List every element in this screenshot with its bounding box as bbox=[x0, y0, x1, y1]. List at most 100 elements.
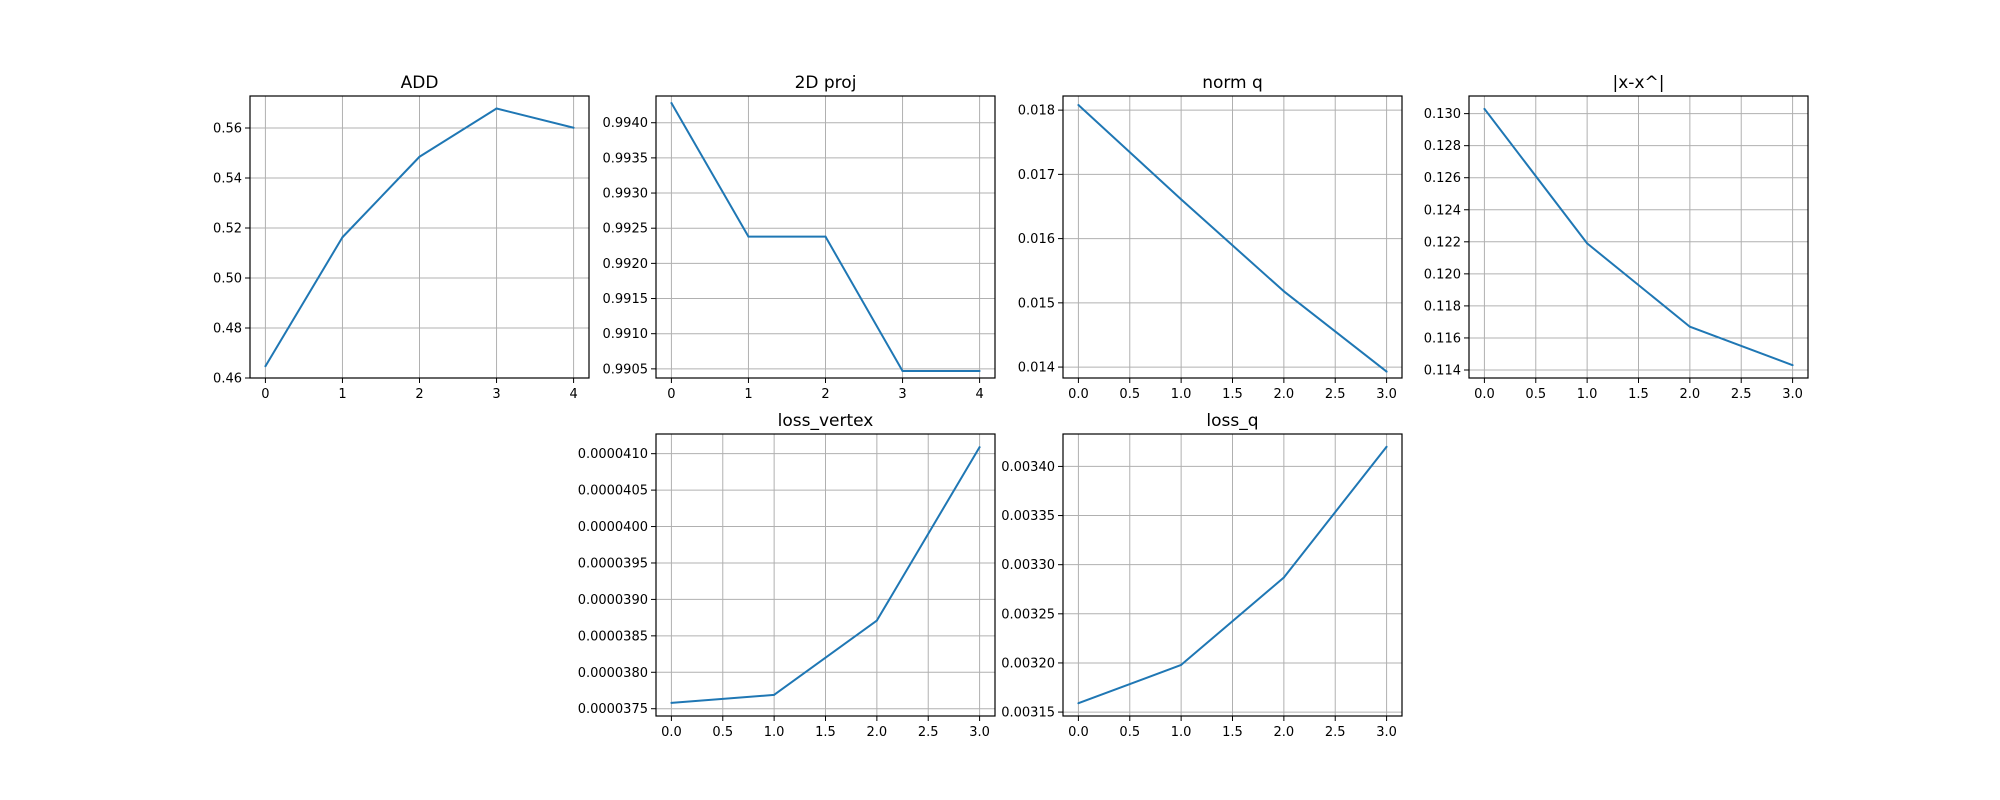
y-tick-label: 0.00340 bbox=[1001, 460, 1055, 475]
x-tick-label: 0.0 bbox=[1068, 387, 1089, 402]
x-tick-label: 2.0 bbox=[1680, 387, 1701, 402]
y-tick-label: 0.122 bbox=[1424, 235, 1461, 250]
x-tick-label: 3.0 bbox=[1376, 387, 1397, 402]
data-point bbox=[264, 365, 267, 368]
x-tick-label: 1.5 bbox=[1222, 387, 1243, 402]
x-tick-label: 1.0 bbox=[1577, 387, 1598, 402]
x-tick-label: 1.0 bbox=[1171, 387, 1192, 402]
x-tick-label: 2 bbox=[821, 387, 829, 402]
y-tick-label: 0.0000410 bbox=[578, 447, 648, 462]
y-tick-label: 0.130 bbox=[1424, 107, 1461, 122]
x-tick-label: 3 bbox=[492, 387, 500, 402]
y-tick-label: 0.9930 bbox=[603, 187, 649, 202]
x-tick-label: 2.0 bbox=[1274, 725, 1295, 740]
data-point bbox=[1282, 576, 1285, 579]
y-tick-label: 0.120 bbox=[1424, 267, 1461, 282]
x-tick-label: 3.0 bbox=[969, 725, 990, 740]
y-tick-label: 0.00320 bbox=[1001, 656, 1055, 671]
data-point bbox=[1483, 107, 1486, 110]
data-point bbox=[1180, 663, 1183, 666]
subplot-2: 0.0 0.5 1.0 1.5 2.0 2.5 3.0 0.014 0.015 0.016 0.01… bbox=[1018, 73, 1403, 402]
subplot-title: |x-x^| bbox=[1613, 73, 1665, 93]
y-tick-label: 0.00325 bbox=[1001, 607, 1055, 622]
y-tick-label: 0.00315 bbox=[1001, 706, 1055, 721]
x-tick-label: 0 bbox=[261, 387, 269, 402]
subplot-0: 0 1 2 3 4 0.46 0.48 0.50 0.52 0.54 0.56 ADD bbox=[213, 73, 590, 402]
data-point bbox=[418, 155, 421, 158]
y-tick-label: 0.9925 bbox=[603, 222, 649, 237]
subplot-title: norm q bbox=[1202, 73, 1263, 93]
y-tick-label: 0.0000395 bbox=[578, 556, 648, 571]
y-tick-label: 0.56 bbox=[213, 122, 242, 137]
x-tick-label: 0.5 bbox=[1119, 387, 1140, 402]
y-tick-label: 0.128 bbox=[1424, 139, 1461, 154]
x-tick-label: 0.5 bbox=[1119, 725, 1140, 740]
x-tick-label: 2.0 bbox=[1274, 387, 1295, 402]
y-tick-label: 0.00335 bbox=[1001, 509, 1055, 524]
data-point bbox=[901, 369, 904, 372]
data-point bbox=[978, 369, 981, 372]
data-point bbox=[875, 619, 878, 622]
y-tick-label: 0.0000375 bbox=[578, 702, 648, 717]
data-point bbox=[1180, 198, 1183, 201]
x-tick-label: 3 bbox=[898, 387, 906, 402]
y-tick-label: 0.014 bbox=[1018, 361, 1055, 376]
data-point bbox=[1385, 445, 1388, 448]
subplot-4: 0.0 0.5 1.0 1.5 2.0 2.5 3.0 0.0000375 0.0000380 0… bbox=[578, 411, 996, 740]
subplot-title: ADD bbox=[401, 73, 439, 93]
y-tick-label: 0.50 bbox=[213, 272, 242, 287]
x-tick-label: 4 bbox=[975, 387, 983, 402]
data-point bbox=[1282, 290, 1285, 293]
y-tick-label: 0.52 bbox=[213, 222, 242, 237]
x-tick-label: 0.0 bbox=[1474, 387, 1495, 402]
x-tick-label: 0.0 bbox=[1068, 725, 1089, 740]
y-tick-label: 0.118 bbox=[1424, 299, 1461, 314]
data-point bbox=[670, 102, 673, 105]
y-tick-label: 0.0000405 bbox=[578, 484, 648, 499]
x-tick-label: 1.5 bbox=[815, 725, 836, 740]
data-point bbox=[824, 235, 827, 238]
x-tick-label: 0.0 bbox=[661, 725, 682, 740]
series-line bbox=[671, 446, 981, 704]
y-tick-label: 0.126 bbox=[1424, 171, 1461, 186]
series-line bbox=[1483, 108, 1793, 367]
subplot-3: 0.0 0.5 1.0 1.5 2.0 2.5 3.0 0.114 0.116 0.118 0.12… bbox=[1424, 73, 1809, 402]
series-line bbox=[1078, 446, 1388, 705]
x-tick-label: 4 bbox=[569, 387, 577, 402]
data-point bbox=[1077, 103, 1080, 106]
x-tick-label: 0.5 bbox=[712, 725, 733, 740]
data-point bbox=[670, 701, 673, 704]
y-tick-label: 0.0000385 bbox=[578, 629, 648, 644]
x-tick-label: 2.5 bbox=[1731, 387, 1752, 402]
x-tick-label: 0 bbox=[667, 387, 675, 402]
x-tick-label: 2.5 bbox=[918, 725, 939, 740]
x-tick-label: 0.5 bbox=[1525, 387, 1546, 402]
x-tick-label: 1 bbox=[744, 387, 752, 402]
x-tick-label: 1.0 bbox=[764, 725, 785, 740]
series-line bbox=[1077, 104, 1388, 373]
y-tick-label: 0.9920 bbox=[603, 257, 649, 272]
x-tick-label: 2.5 bbox=[1325, 725, 1346, 740]
data-point bbox=[747, 235, 750, 238]
y-tick-label: 0.46 bbox=[213, 372, 242, 387]
subplot-title: loss_vertex bbox=[778, 411, 874, 431]
x-tick-label: 1.5 bbox=[1628, 387, 1649, 402]
y-tick-label: 0.018 bbox=[1018, 104, 1055, 119]
y-tick-label: 0.9940 bbox=[603, 116, 649, 131]
y-tick-label: 0.54 bbox=[213, 172, 242, 187]
y-tick-label: 0.9910 bbox=[603, 327, 649, 342]
data-point bbox=[495, 107, 498, 110]
y-tick-label: 0.114 bbox=[1424, 363, 1461, 378]
y-tick-label: 0.016 bbox=[1018, 232, 1055, 247]
subplot-title: loss_q bbox=[1206, 411, 1258, 431]
data-point bbox=[341, 236, 344, 239]
data-point bbox=[773, 693, 776, 696]
data-point bbox=[1077, 702, 1080, 705]
y-tick-label: 0.9935 bbox=[603, 151, 649, 166]
subplot-5: 0.0 0.5 1.0 1.5 2.0 2.5 3.0 0.00315 0.00320 0.003… bbox=[1001, 411, 1403, 740]
y-tick-label: 0.0000400 bbox=[578, 520, 648, 535]
y-tick-label: 0.015 bbox=[1018, 296, 1055, 311]
x-tick-label: 2.5 bbox=[1325, 387, 1346, 402]
x-tick-label: 1 bbox=[338, 387, 346, 402]
